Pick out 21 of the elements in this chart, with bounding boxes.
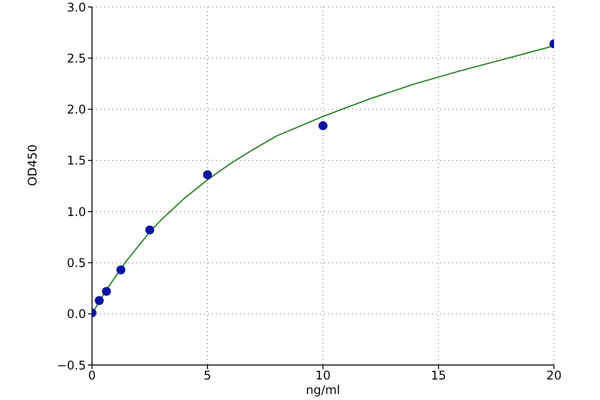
x-tick-label: 20 xyxy=(546,368,562,383)
y-axis-title: OD450 xyxy=(25,144,40,186)
point xyxy=(116,265,126,274)
x-tick-label: 15 xyxy=(430,368,446,383)
y-tick-label: 1.5 xyxy=(66,154,86,168)
point xyxy=(318,121,328,130)
x-axis-title: ng/ml xyxy=(306,383,340,397)
x-tick-label: 0 xyxy=(88,368,96,383)
y-tick-label: 0.0 xyxy=(66,307,86,322)
y-tick-label: 0.5 xyxy=(66,256,86,270)
point xyxy=(94,296,104,306)
y-tick-label: 1.0 xyxy=(66,204,86,219)
y-tick-label: 2.0 xyxy=(66,102,86,117)
point xyxy=(102,286,111,296)
y-tick-label: 2.5 xyxy=(66,51,86,66)
point xyxy=(145,225,154,234)
y-tick-label: −0.5 xyxy=(56,358,86,372)
x-tick-label: 5 xyxy=(204,368,212,383)
x-tick-label: 10 xyxy=(315,368,331,383)
point xyxy=(202,170,212,180)
y-tick-label: 3.0 xyxy=(66,0,86,14)
